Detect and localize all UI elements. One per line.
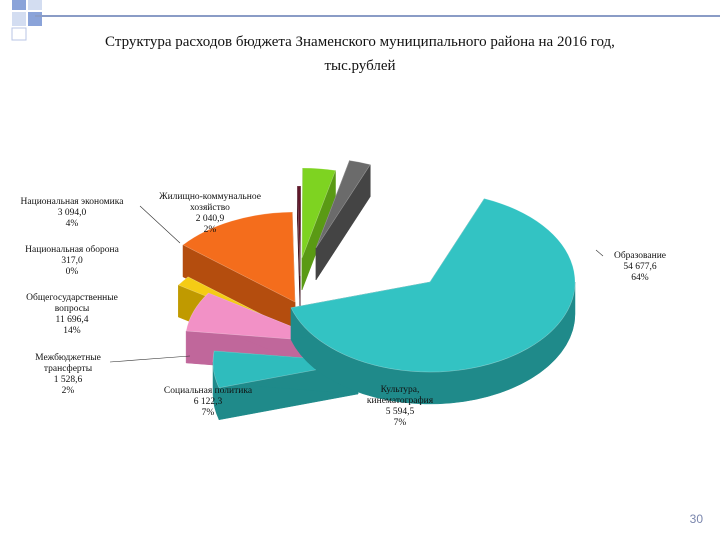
- title-line-2: тыс.рублей: [324, 58, 396, 74]
- pie-slice-housing: [315, 160, 371, 281]
- data-label-defense: Национальная оборона 317,0 0%: [25, 244, 119, 277]
- data-label-transfers: Межбюджетные трансферты 1 528,6 2%: [35, 352, 191, 396]
- pie-slice-economy: [301, 167, 336, 291]
- pie-slice-education: [290, 197, 576, 405]
- chart-title: Структура расходов бюджета Знаменского м…: [60, 30, 660, 78]
- data-label-housing: Жилищно-коммунальное хозяйство 2 040,9 2%: [159, 192, 261, 235]
- pie-slice-defense: [296, 185, 301, 309]
- data-label-economy: Национальная экономика 3 094,0 4%: [21, 197, 181, 244]
- page-number: 30: [689, 512, 703, 526]
- title-line-1: Структура расходов бюджета Знаменского м…: [105, 34, 615, 50]
- header-decoration: [11, 0, 720, 41]
- data-label-education: Образование 54 677,6 64%: [595, 249, 666, 283]
- pie-slice-general: [182, 211, 296, 335]
- data-label-general: Общегосударственные вопросы 11 696,4 14%: [26, 292, 118, 336]
- data-label-social: Социальная политика 6 122,3 7%: [164, 386, 253, 418]
- data-label-culture: Культура, кинематография 5 594,5 7%: [367, 385, 434, 428]
